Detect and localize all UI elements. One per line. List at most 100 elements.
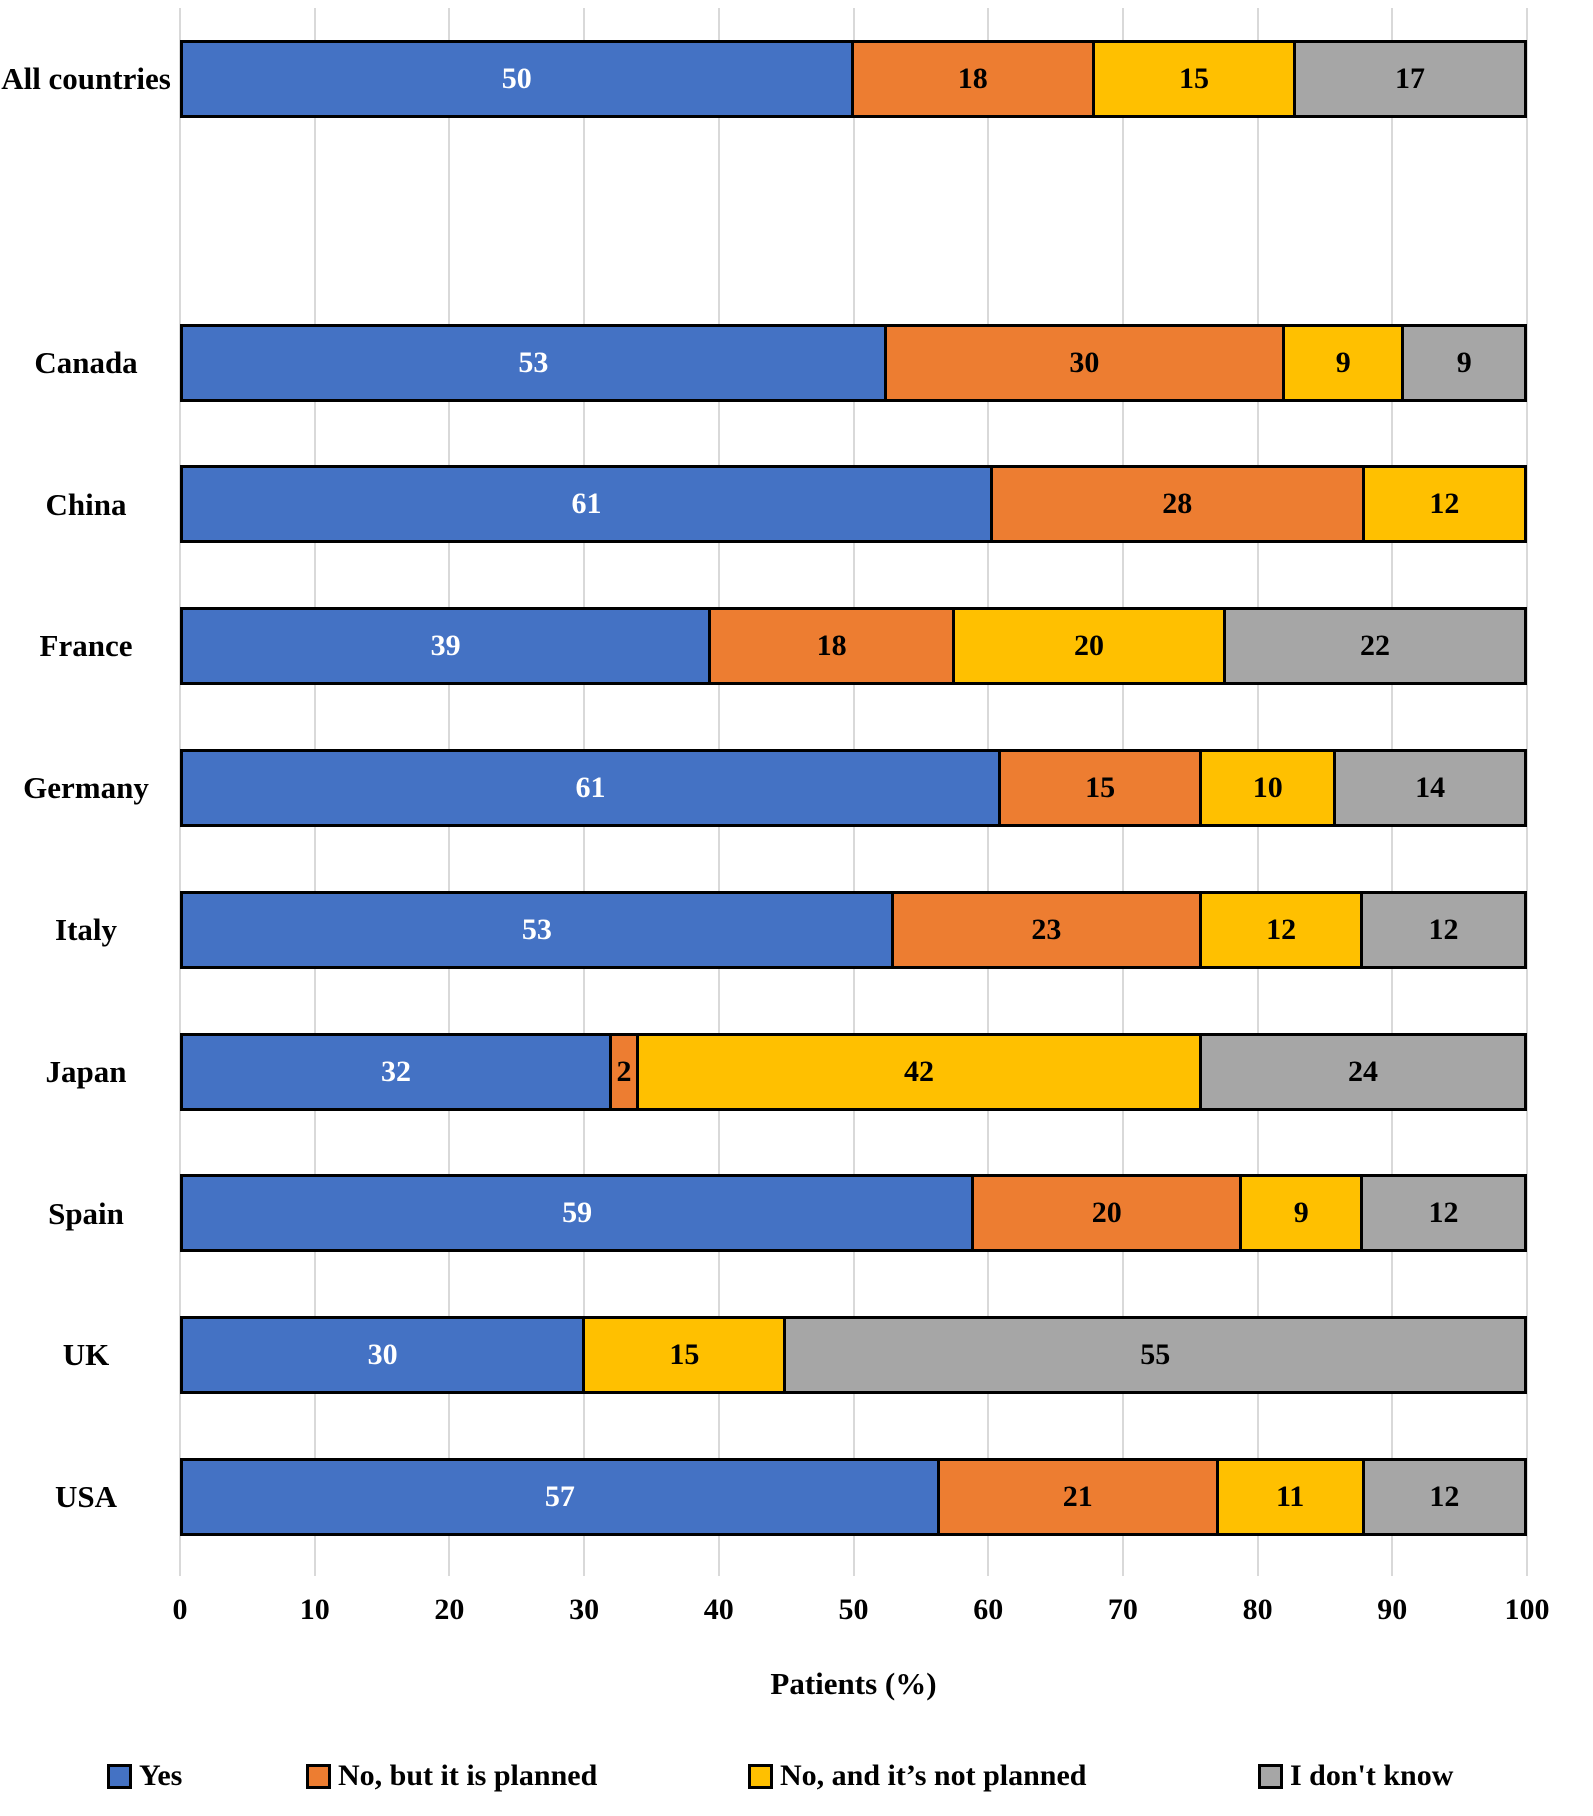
x-axis-tick-label: 20 [434,1593,465,1626]
bar-segment-value: 32 [381,1054,412,1088]
bar-segment: 12 [1363,893,1524,966]
bar-row: 32 2 42 24 [180,1032,1527,1111]
bar-segment-value: 53 [518,345,549,379]
bar-segment-value: 28 [1162,487,1193,521]
bar-segment-value: 10 [1252,771,1283,804]
bar-segment: 14 [1336,752,1524,824]
legend-swatch-icon [306,1763,331,1789]
bar-segment: 55 [786,1319,1524,1392]
bar-segment: 12 [1363,1177,1524,1250]
bar-segment-value: 14 [1415,771,1446,804]
bar-segment-value: 42 [904,1054,935,1088]
bar-row: 30 15 55 [180,1316,1527,1395]
bar-segment-value: 12 [1428,1196,1459,1230]
bar-segment: 39 [183,610,712,683]
legend-swatch-icon [1258,1763,1283,1789]
bar-segment-value: 20 [1091,1196,1122,1230]
bar-row: 61 15 10 14 [180,749,1527,827]
bar-segment: 15 [1001,752,1203,824]
category-label: Spain [48,1195,124,1231]
legend-swatch-icon [748,1763,773,1789]
category-label: USA [54,1479,117,1515]
bar-segment: 57 [183,1461,940,1534]
bar-segment-value: 21 [1062,1480,1093,1514]
bar-row: 57 21 11 12 [180,1458,1527,1537]
x-axis-tick-label: 90 [1377,1593,1408,1626]
bar-segment: 21 [939,1461,1219,1534]
x-axis-tick-label: 60 [973,1593,1004,1626]
bar-segment-value: 61 [575,771,606,804]
bar-segment: 23 [893,893,1203,966]
bar-segment-value: 18 [816,629,847,663]
bar-segment: 61 [183,752,1001,824]
bar-segment: 10 [1202,752,1337,824]
bar-segment-value: 24 [1348,1054,1379,1088]
x-axis-tick-label: 100 [1504,1593,1550,1626]
bar-segment: 22 [1225,610,1524,683]
bar-segment-value: 39 [430,629,461,663]
bar-segment: 20 [974,1177,1243,1250]
bar-segment-value: 12 [1429,487,1460,521]
bar-row: 53 30 9 9 [180,323,1527,402]
bar-segment: 15 [585,1319,787,1392]
category-label: Italy [55,911,117,947]
bar-segment: 30 [886,326,1285,399]
bar-segment: 9 [1242,1177,1364,1250]
legend-item: No, and it’s not planned [748,1756,1086,1796]
bar-segment-value: 20 [1074,629,1105,663]
bar-segment-value: 9 [1293,1196,1309,1230]
x-axis-tick-label: 80 [1242,1593,1273,1626]
category-label: Canada [34,344,138,380]
bar-segment: 15 [1094,42,1297,115]
bar-segment: 50 [183,42,854,115]
bar-segment-value: 22 [1359,629,1390,663]
bar-segment-value: 61 [571,487,602,521]
bar-segment-value: 9 [1456,345,1472,379]
bar-row: 61 28 12 [180,465,1527,544]
bar-segment: 53 [183,326,887,399]
legend-swatch-icon [107,1763,132,1789]
bar-segment: 9 [1285,326,1405,399]
x-axis-tick-label: 40 [703,1593,734,1626]
bar-segment-value: 15 [1085,771,1116,804]
bar-segment: 42 [638,1035,1203,1108]
legend-item: I don't know [1258,1756,1453,1796]
bar-segment: 28 [992,468,1365,541]
legend-label: Yes [139,1759,183,1792]
bar-segment: 61 [183,468,993,541]
category-label: All countries [1,61,171,97]
bar-segment-value: 15 [669,1338,700,1372]
bar-segment-value: 17 [1395,61,1425,95]
bar-segment: 12 [1364,468,1524,541]
bar-segment-value: 57 [544,1480,575,1514]
bar-segment: 11 [1218,1461,1365,1534]
legend-item: No, but it is planned [306,1756,597,1796]
bar-segment-value: 9 [1335,345,1351,379]
bar-segment-value: 53 [521,912,552,946]
category-label: UK [62,1337,110,1373]
bar-segment: 9 [1404,326,1524,399]
x-axis-tick-label: 30 [569,1593,600,1626]
bar-segment: 17 [1296,42,1524,115]
category-label: China [45,486,127,522]
bar-segment: 32 [183,1035,613,1108]
bar-segment-value: 12 [1429,1480,1460,1514]
category-label: Germany [23,770,149,806]
legend: Yes No, but it is planned No, and it’s not… [0,1756,1593,1796]
bar-segment-value: 55 [1140,1338,1171,1372]
bar-segment-value: 30 [367,1338,398,1372]
bar-segment: 2 [612,1035,639,1108]
x-axis-tick-label: 70 [1107,1593,1138,1626]
bar-segment: 18 [711,610,956,683]
legend-label: No, and it’s not planned [780,1759,1087,1792]
bar-row: 59 20 9 12 [180,1174,1527,1253]
bar-segment-value: 2 [616,1054,632,1088]
plot-area: 50 18 15 17 53 30 9 9 61 28 12 39 18 20 22 61 15 10 14 53 23… [179,8,1528,1576]
bar-segment-value: 15 [1178,61,1209,95]
bar-segment: 30 [183,1319,586,1392]
bar-segment-value: 59 [562,1196,593,1230]
bar-segment-value: 50 [501,61,532,95]
bar-segment: 59 [183,1177,975,1250]
bar-segment-value: 12 [1428,912,1459,946]
bar-row: 53 23 12 12 [180,890,1527,969]
